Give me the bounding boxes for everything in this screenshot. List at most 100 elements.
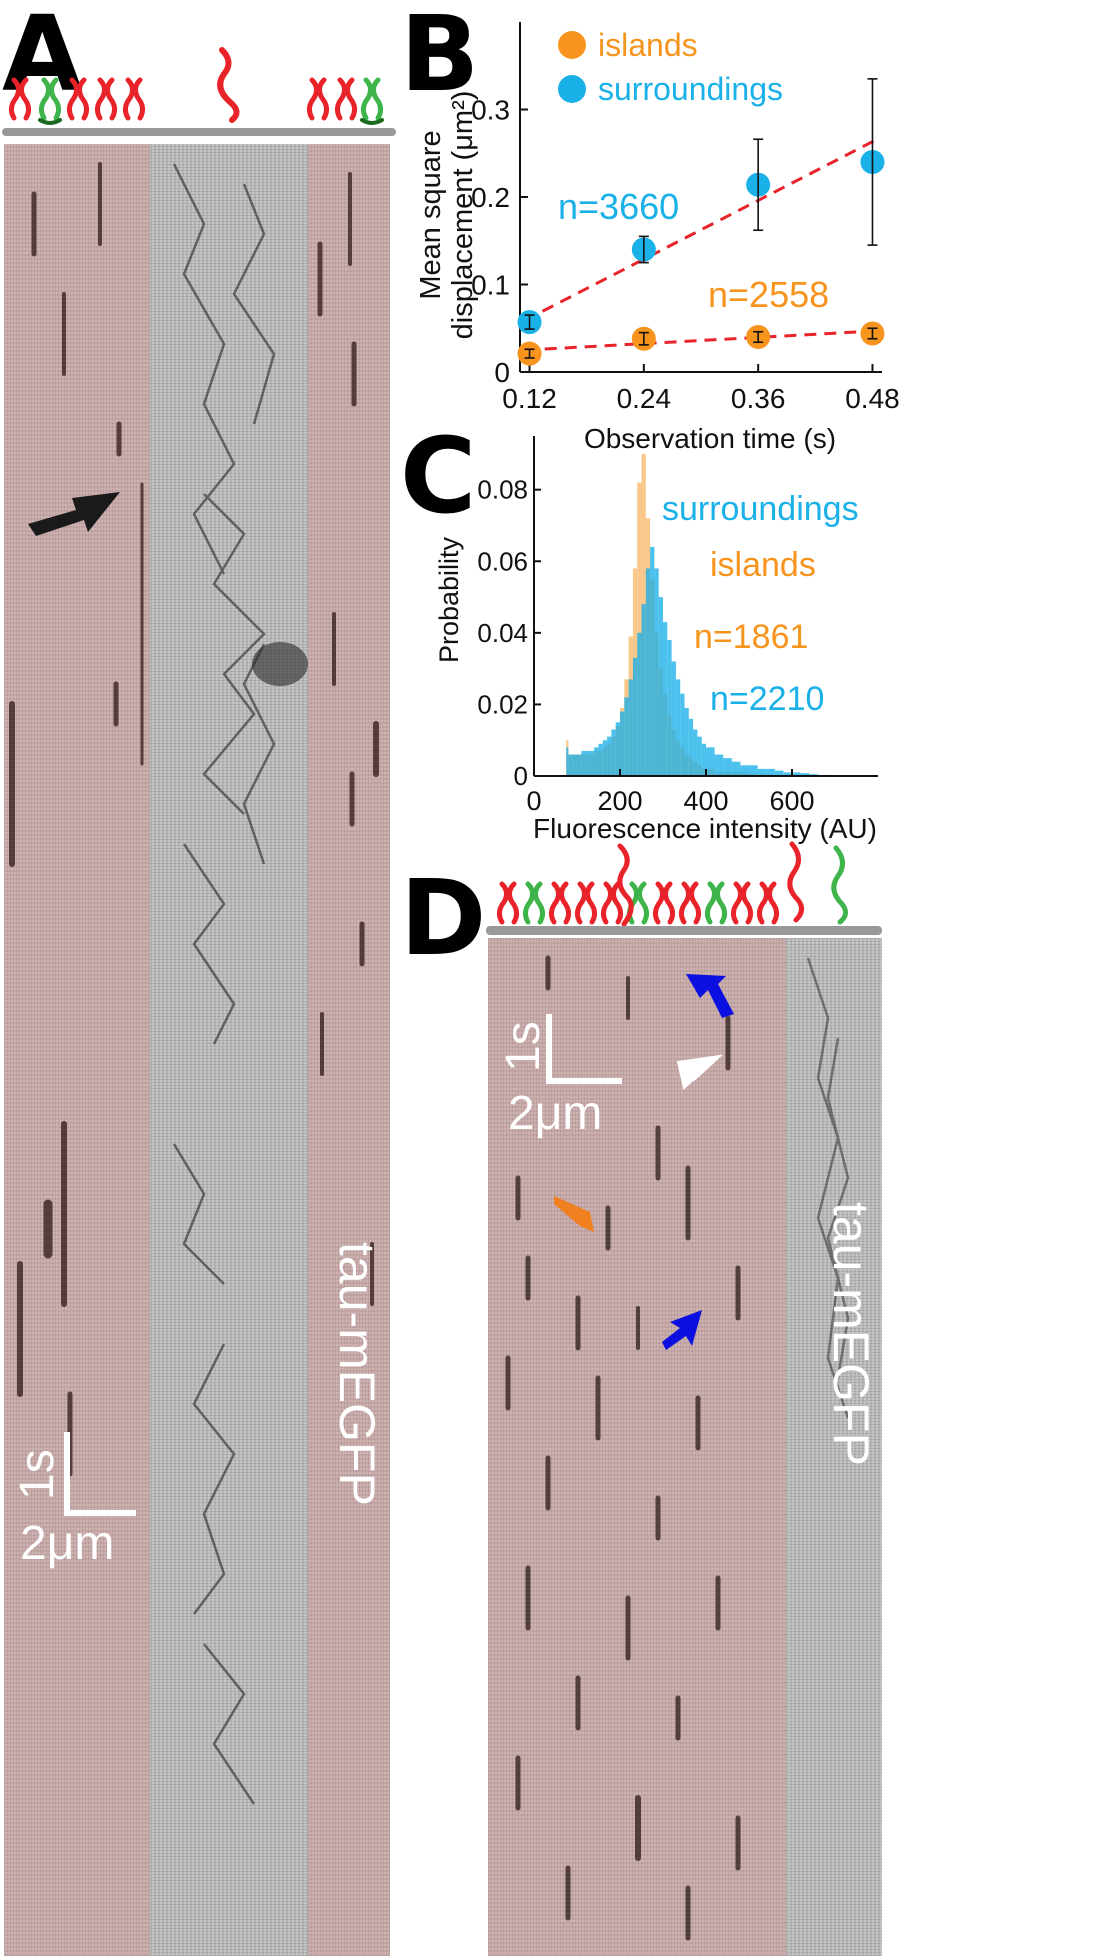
d-scale-time-label: 1s xyxy=(497,1021,550,1072)
c-bar-surroundings xyxy=(697,736,702,776)
b-x-tick-label: 0.12 xyxy=(502,383,557,414)
c-bar-surroundings xyxy=(671,661,676,776)
b-y-tick-label: 0.1 xyxy=(471,270,510,301)
blue-arrow-top xyxy=(686,974,734,1018)
c-axes: 0 0.02 0.04 0.06 0.08 0 200 400 600 xyxy=(477,436,878,816)
single-lipid-chain xyxy=(217,47,240,123)
d-scale-length-label: 2μm xyxy=(508,1087,603,1140)
b-annotation-n-surroundings: n=3660 xyxy=(558,186,679,227)
c-bar-surroundings xyxy=(641,604,646,776)
c-bar-surroundings xyxy=(766,768,775,776)
b-ylabel-line1: Mean square xyxy=(415,130,447,299)
blue-arrow-bottom xyxy=(662,1310,702,1350)
c-bar-surroundings xyxy=(783,772,792,776)
c-y-tick-label: 0.06 xyxy=(477,546,528,576)
c-x-tick-label: 0 xyxy=(526,786,541,816)
panel-d-kymograph: 1s 2μm tau-mEGFP xyxy=(488,938,882,1956)
b-data-marks xyxy=(517,78,885,366)
c-bar-surroundings xyxy=(701,743,706,776)
c-bar-surroundings xyxy=(688,718,694,776)
c-bar-surroundings xyxy=(680,693,685,776)
c-bar-surroundings xyxy=(654,568,659,776)
c-x-tick-label: 600 xyxy=(769,786,814,816)
b-annotation-n-islands: n=2558 xyxy=(708,274,829,315)
c-bar-surroundings xyxy=(757,768,767,776)
c-y-tick-label: 0.02 xyxy=(477,689,528,719)
orange-arrow xyxy=(554,1196,594,1232)
lipid-island-right xyxy=(306,77,384,125)
d-crossing-chain xyxy=(617,843,634,927)
b-fit-line-surroundings xyxy=(524,137,878,322)
b-x-tick-label: 0.24 xyxy=(617,383,672,414)
b-fit-lines xyxy=(524,137,878,352)
c-bar-surroundings xyxy=(632,657,638,776)
b-y-tick-label: 0 xyxy=(494,357,510,388)
legend-islands-marker xyxy=(558,31,586,59)
b-xlabel: Observation time (s) xyxy=(584,423,836,454)
legend-islands-label: islands xyxy=(598,27,698,63)
c-y-tick-label: 0.08 xyxy=(477,475,528,505)
c-bar-surroundings xyxy=(585,750,590,776)
c-bar-surroundings xyxy=(637,632,642,776)
b-fit-line-islands xyxy=(524,329,878,352)
legend-surroundings-label: surroundings xyxy=(598,71,783,107)
panel-a-kymograph: tau-mEGFP 1s 2μm xyxy=(4,144,390,1956)
b-axes: 0 0.1 0.2 0.3 0.12 0.24 0.36 0.48 xyxy=(471,22,900,414)
kymograph-traces xyxy=(9,162,379,1805)
c-annotation-n-islands: n=1861 xyxy=(694,618,808,656)
d-kymograph-traces xyxy=(505,955,850,1941)
white-arrow xyxy=(676,1054,724,1090)
c-bar-surroundings xyxy=(658,597,663,776)
panel-c-letter: C xyxy=(400,415,477,537)
b-y-tick-label: 0.3 xyxy=(471,95,510,126)
legend-surroundings-marker xyxy=(558,75,586,103)
kymograph-island-region-left xyxy=(4,144,150,1956)
c-bar-surroundings xyxy=(792,772,801,776)
panel-a-lipid-schematic xyxy=(2,47,396,136)
c-ylabel: Probability xyxy=(434,536,464,663)
c-histogram-bars xyxy=(566,453,835,776)
c-bar-surroundings xyxy=(675,679,681,776)
c-bar-surroundings xyxy=(624,697,629,776)
c-bar-surroundings xyxy=(749,765,758,776)
panel-b-letter: B xyxy=(400,0,480,115)
c-bar-surroundings xyxy=(684,708,689,776)
kymograph-surrounding-region xyxy=(150,144,308,1956)
scale-time-label: 1s xyxy=(11,1449,64,1500)
c-bar-surroundings xyxy=(800,773,810,776)
c-bar-surroundings xyxy=(602,740,608,776)
d-membrane-bar xyxy=(486,926,882,935)
c-bar-surroundings xyxy=(615,722,620,776)
c-bar-surroundings xyxy=(607,736,612,776)
c-annotation-n-surroundings: n=2210 xyxy=(710,680,824,718)
scale-bar-horizontal xyxy=(64,1510,136,1516)
lipid-island-left xyxy=(8,77,146,125)
c-bar-surroundings xyxy=(594,747,599,776)
panel-b-chart: 0 0.1 0.2 0.3 0.12 0.24 0.36 0.48 Mean square d… xyxy=(415,22,900,454)
c-bar-surroundings xyxy=(740,765,749,776)
c-bar-surroundings xyxy=(611,729,616,776)
black-arrow xyxy=(28,492,120,536)
c-bar-surroundings xyxy=(645,568,651,776)
d-single-green-chain xyxy=(831,845,848,925)
panel-d-lipid-schematic xyxy=(486,841,882,935)
panel-c-chart: 00.020.040.060.080 200 400 600 Probability … xyxy=(434,436,878,844)
c-bar-surroundings xyxy=(581,750,586,776)
c-bar-surroundings xyxy=(663,622,668,776)
c-y-tick-label: 0 xyxy=(514,761,528,791)
c-xlabel: Fluorescence intensity (AU) xyxy=(533,813,877,844)
b-x-tick-label: 0.48 xyxy=(845,383,900,414)
c-bar-surroundings xyxy=(628,679,633,776)
c-bar-surroundings xyxy=(577,754,582,776)
c-annotation-islands: islands xyxy=(710,546,816,584)
c-bar-surroundings xyxy=(572,754,577,776)
c-bar-surroundings xyxy=(650,546,655,776)
panel-a-scale-bar: 1s 2μm xyxy=(4,1424,164,1570)
c-bar-surroundings xyxy=(706,747,715,776)
membrane-bar xyxy=(2,128,396,136)
b-y-tick-label: 0.2 xyxy=(471,182,510,213)
c-bar-surroundings xyxy=(568,754,573,776)
c-bar-surroundings xyxy=(589,750,595,776)
c-y-tick-label: 0.04 xyxy=(477,618,528,648)
c-bar-surroundings xyxy=(714,754,724,776)
